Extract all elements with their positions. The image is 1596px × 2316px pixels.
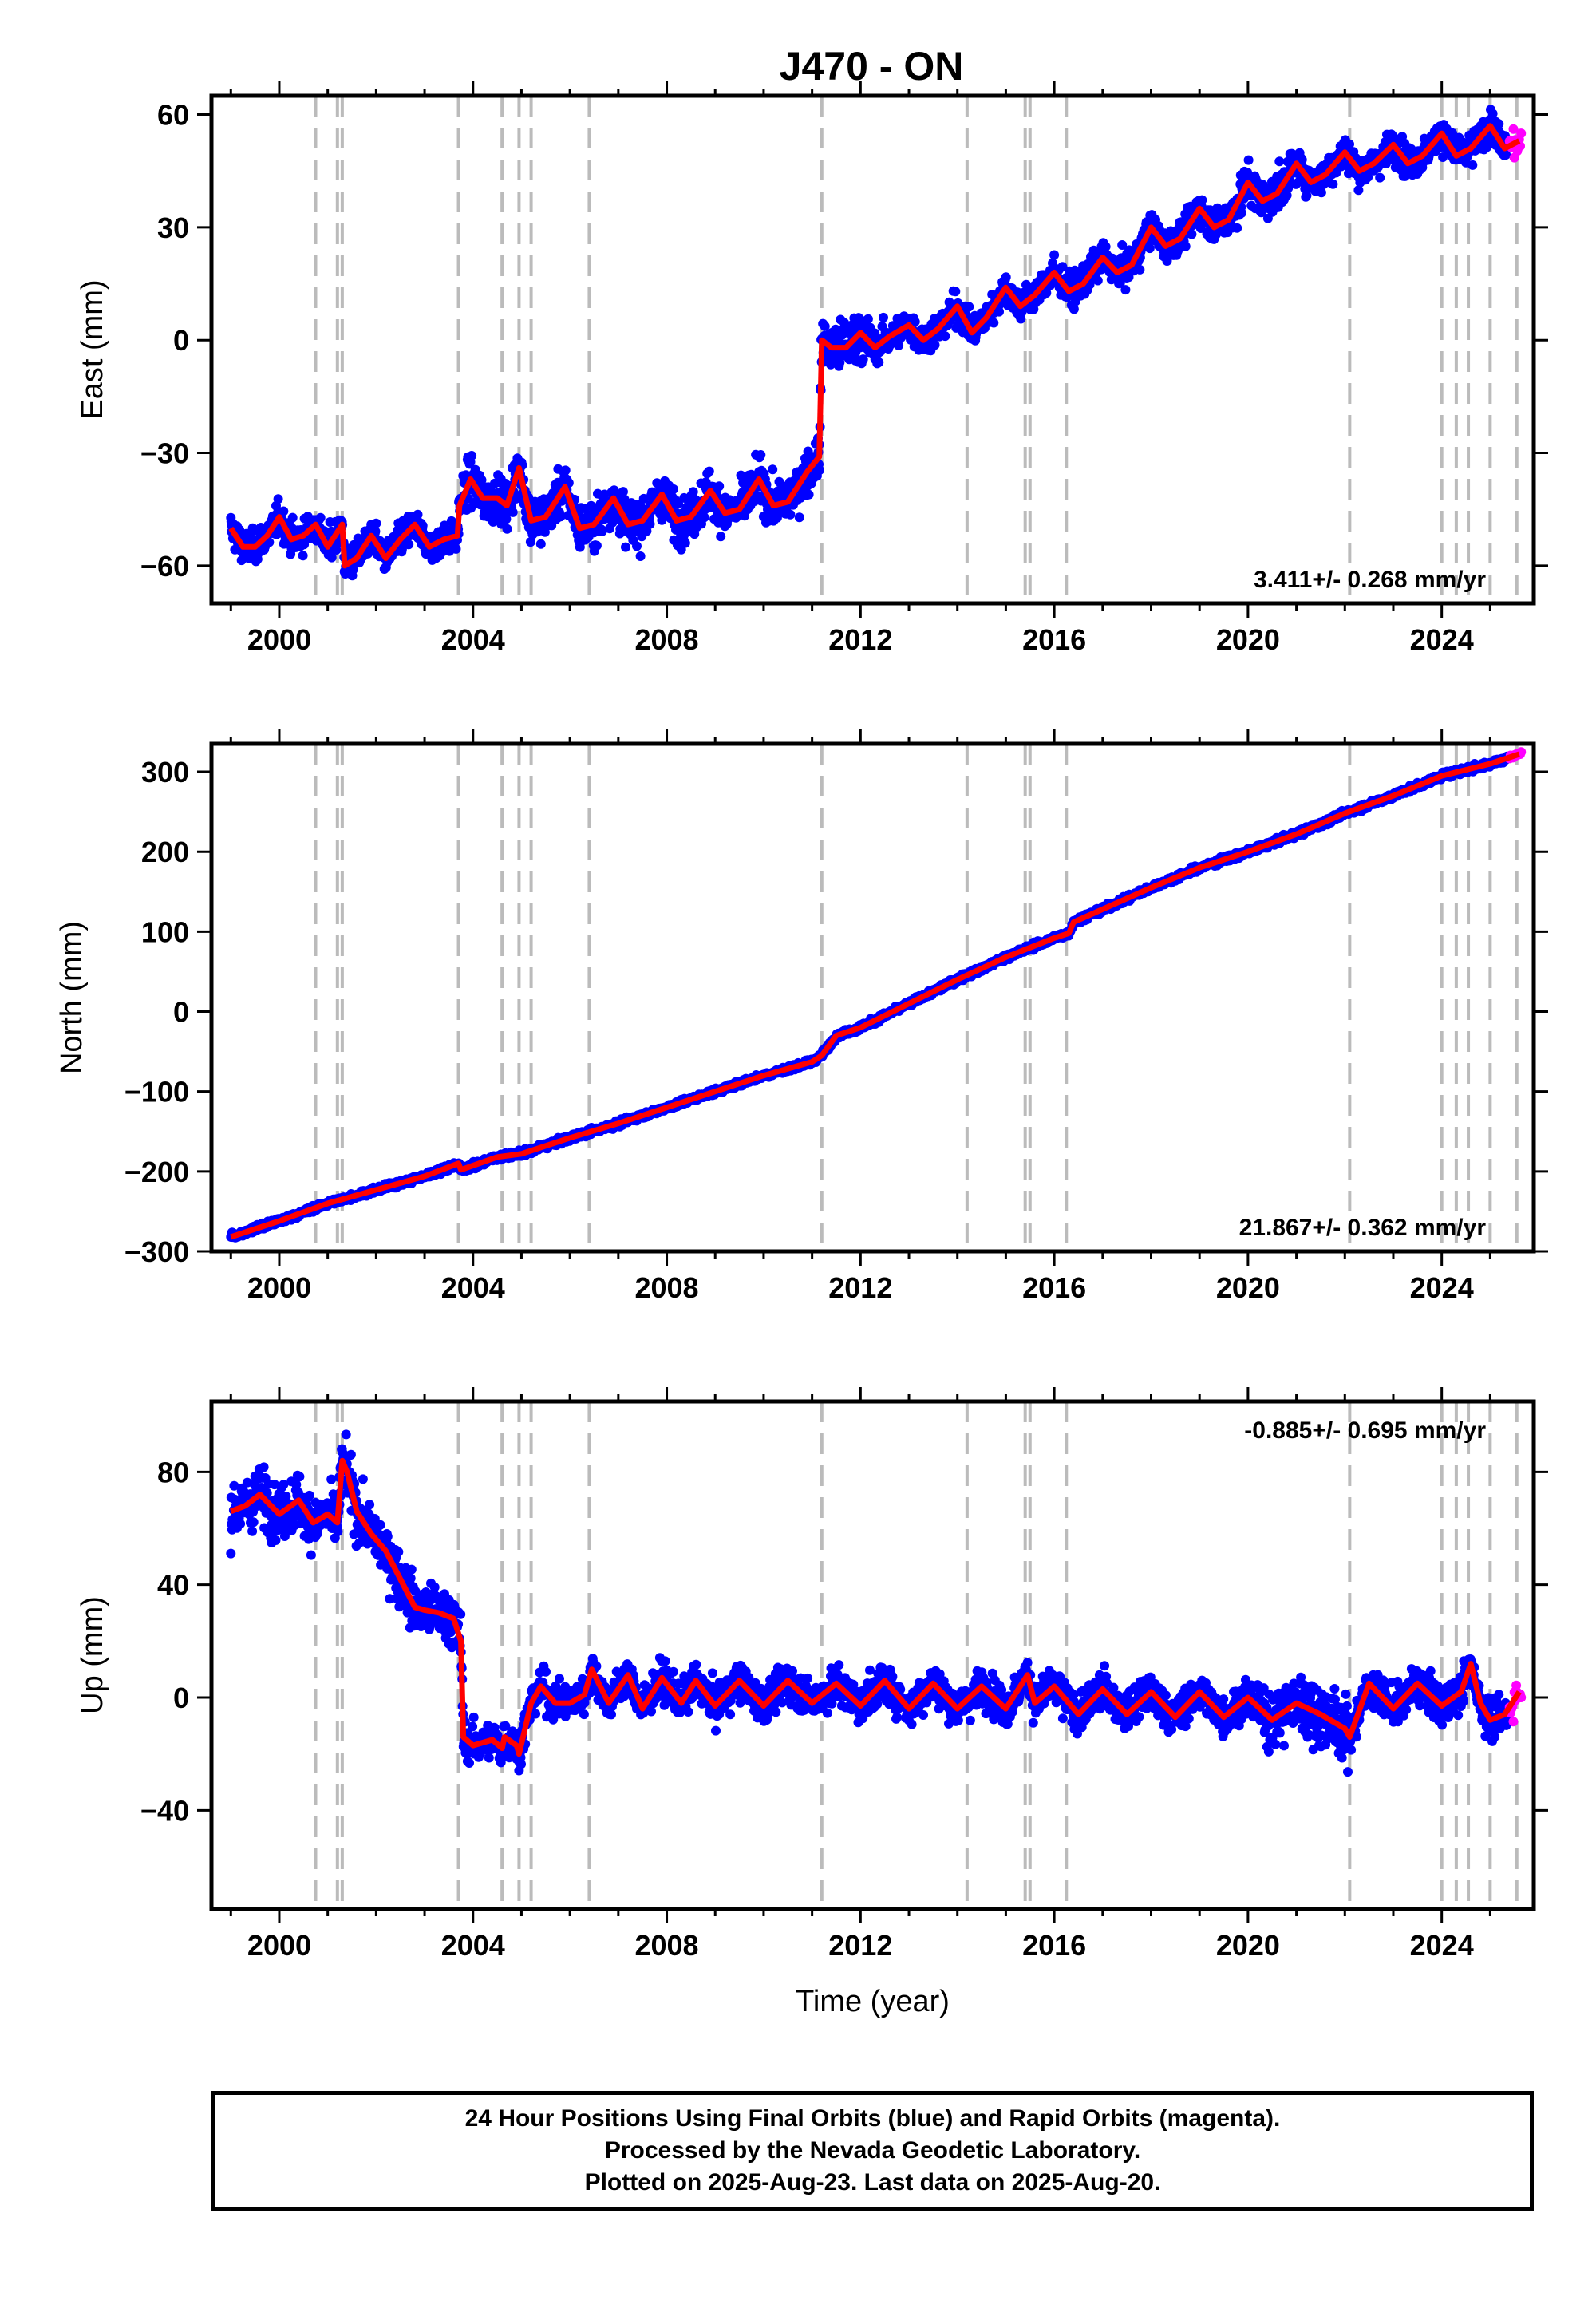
- data-point: [736, 470, 746, 480]
- data-point: [1197, 195, 1207, 205]
- data-point: [413, 509, 423, 520]
- data-point: [772, 512, 782, 523]
- data-point: [607, 517, 618, 528]
- data-point: [467, 451, 477, 460]
- data-point: [756, 450, 766, 460]
- data-point: [326, 552, 337, 563]
- data-point: [804, 489, 814, 500]
- y-tick-label: 30: [157, 211, 189, 244]
- y-tick-label: 60: [157, 99, 189, 132]
- data-point: [1001, 272, 1011, 283]
- east-panel: 2000 2004 2008 2012 2016 2020 2024 −60 −30 0 30 60 E…: [76, 81, 1548, 656]
- data-point: [1375, 172, 1385, 183]
- data-point: [1049, 250, 1060, 260]
- x-tick-label: 2016: [1022, 623, 1086, 656]
- data-point: [397, 544, 407, 555]
- data-point: [298, 551, 308, 561]
- x-tick-label: 2008: [634, 623, 698, 656]
- data-point: [835, 358, 845, 368]
- y-tick-label: 0: [173, 324, 189, 357]
- data-point: [1092, 275, 1103, 286]
- data-point: [632, 541, 642, 551]
- data-point: [879, 312, 888, 322]
- data-point: [964, 302, 974, 312]
- data-point: [1468, 160, 1478, 170]
- y-tick-label: −60: [140, 550, 189, 583]
- data-point: [348, 564, 358, 575]
- data-point: [525, 537, 535, 547]
- data-point: [1274, 156, 1285, 167]
- rate-label: 3.411+/- 0.268 mm/yr: [1254, 567, 1486, 593]
- data-point: [279, 506, 289, 516]
- data-point: [451, 543, 461, 554]
- data-point: [994, 306, 1004, 317]
- x-tick-label: 2012: [828, 623, 892, 656]
- data-point: [820, 321, 830, 331]
- data-point: [1120, 285, 1131, 295]
- data-point: [930, 340, 940, 350]
- data-point: [1316, 188, 1326, 198]
- data-point: [460, 470, 471, 480]
- data-point: [680, 538, 690, 548]
- data-point: [950, 287, 961, 297]
- data-point: [618, 487, 628, 497]
- chart-title: J470 - ON: [780, 44, 964, 89]
- data-point: [785, 509, 796, 520]
- x-tick-label: 2000: [247, 623, 311, 656]
- data-point: [508, 507, 518, 517]
- data-point: [714, 481, 725, 492]
- x-tick-label: 2020: [1216, 623, 1280, 656]
- data-point: [674, 499, 684, 509]
- data-point: [273, 494, 283, 504]
- data-point: [668, 484, 678, 494]
- data-point: [635, 551, 646, 561]
- data-point: [535, 539, 546, 549]
- data-point: [476, 475, 487, 485]
- x-tick-label: 2024: [1410, 623, 1474, 656]
- data-point: [645, 519, 655, 529]
- north-panel: 2000 2004 2008 2012 2016 2020 2024−300−200−100…: [55, 729, 1548, 1304]
- data-point: [287, 512, 298, 523]
- data-point: [1180, 241, 1191, 251]
- data-point: [989, 318, 999, 328]
- data-point: [1236, 207, 1246, 218]
- data-point: [863, 314, 873, 324]
- data-point: [555, 512, 566, 522]
- data-point: [716, 532, 726, 542]
- data-point: [1243, 155, 1254, 165]
- data-point: [404, 539, 414, 550]
- data-point: [688, 487, 698, 497]
- data-point: [591, 540, 602, 551]
- x-tick-label: 2004: [441, 623, 505, 656]
- data-point: [638, 493, 649, 504]
- data-point: [371, 518, 381, 528]
- data-point: [1487, 109, 1498, 119]
- rapid-data-point: [1516, 128, 1527, 139]
- data-point: [940, 331, 950, 342]
- data-point: [1494, 119, 1504, 129]
- data-point: [502, 524, 512, 534]
- data-point: [1232, 223, 1242, 233]
- data-point: [704, 466, 714, 476]
- data-point: [560, 465, 571, 476]
- data-point: [315, 512, 326, 523]
- data-point: [874, 358, 884, 367]
- data-point: [264, 537, 275, 547]
- data-point: [501, 514, 512, 524]
- data-point: [1135, 264, 1145, 275]
- data-point: [815, 465, 824, 476]
- data-point: [252, 554, 263, 564]
- data-point: [699, 512, 709, 523]
- data-point: [1069, 304, 1079, 314]
- data-point: [794, 512, 804, 523]
- data-point: [621, 542, 630, 552]
- y-tick-label: −30: [140, 437, 189, 470]
- data-point: [1328, 179, 1338, 189]
- y-axis-title: East (mm): [76, 279, 109, 419]
- data-point: [597, 526, 607, 536]
- data-point: [768, 464, 778, 475]
